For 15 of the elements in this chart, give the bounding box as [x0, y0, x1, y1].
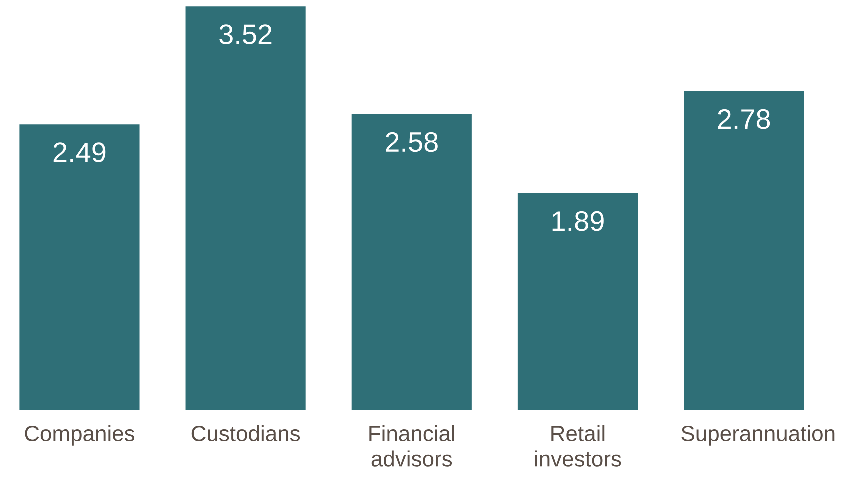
data-label: 2.78 [718, 109, 770, 130]
x-tick-label: Financial advisors [370, 425, 454, 467]
bar [352, 114, 472, 410]
data-label: 1.89 [552, 211, 604, 232]
bar [684, 91, 804, 410]
x-tick-label: Companies [25, 425, 135, 446]
x-tick-label: Superannuation [682, 425, 835, 446]
data-label: 3.52 [220, 24, 272, 44]
data-label: 2.49 [54, 142, 106, 162]
bar [518, 193, 638, 410]
data-label: 2.58 [386, 132, 438, 152]
x-tick-label: Custodians [192, 425, 300, 442]
bar [20, 124, 140, 410]
x-tick-label: Retail investors [535, 425, 622, 467]
bar [186, 6, 306, 410]
